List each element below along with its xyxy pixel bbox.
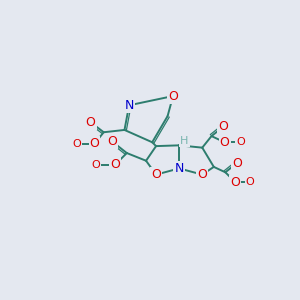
Text: H: H [180, 136, 189, 146]
Text: O: O [89, 137, 99, 150]
Text: N: N [175, 162, 184, 175]
Text: O: O [236, 137, 245, 147]
Text: O: O [246, 177, 254, 187]
Text: O: O [232, 157, 242, 169]
Text: O: O [92, 160, 100, 170]
Text: N: N [124, 99, 134, 112]
Text: O: O [230, 176, 240, 189]
Text: O: O [151, 168, 161, 181]
Text: O: O [197, 168, 207, 181]
Text: O: O [218, 120, 228, 134]
Text: O: O [72, 139, 81, 149]
Text: O: O [168, 90, 178, 103]
Text: O: O [107, 135, 117, 148]
Text: O: O [220, 136, 230, 149]
Text: O: O [86, 116, 95, 129]
Text: O: O [110, 158, 120, 171]
